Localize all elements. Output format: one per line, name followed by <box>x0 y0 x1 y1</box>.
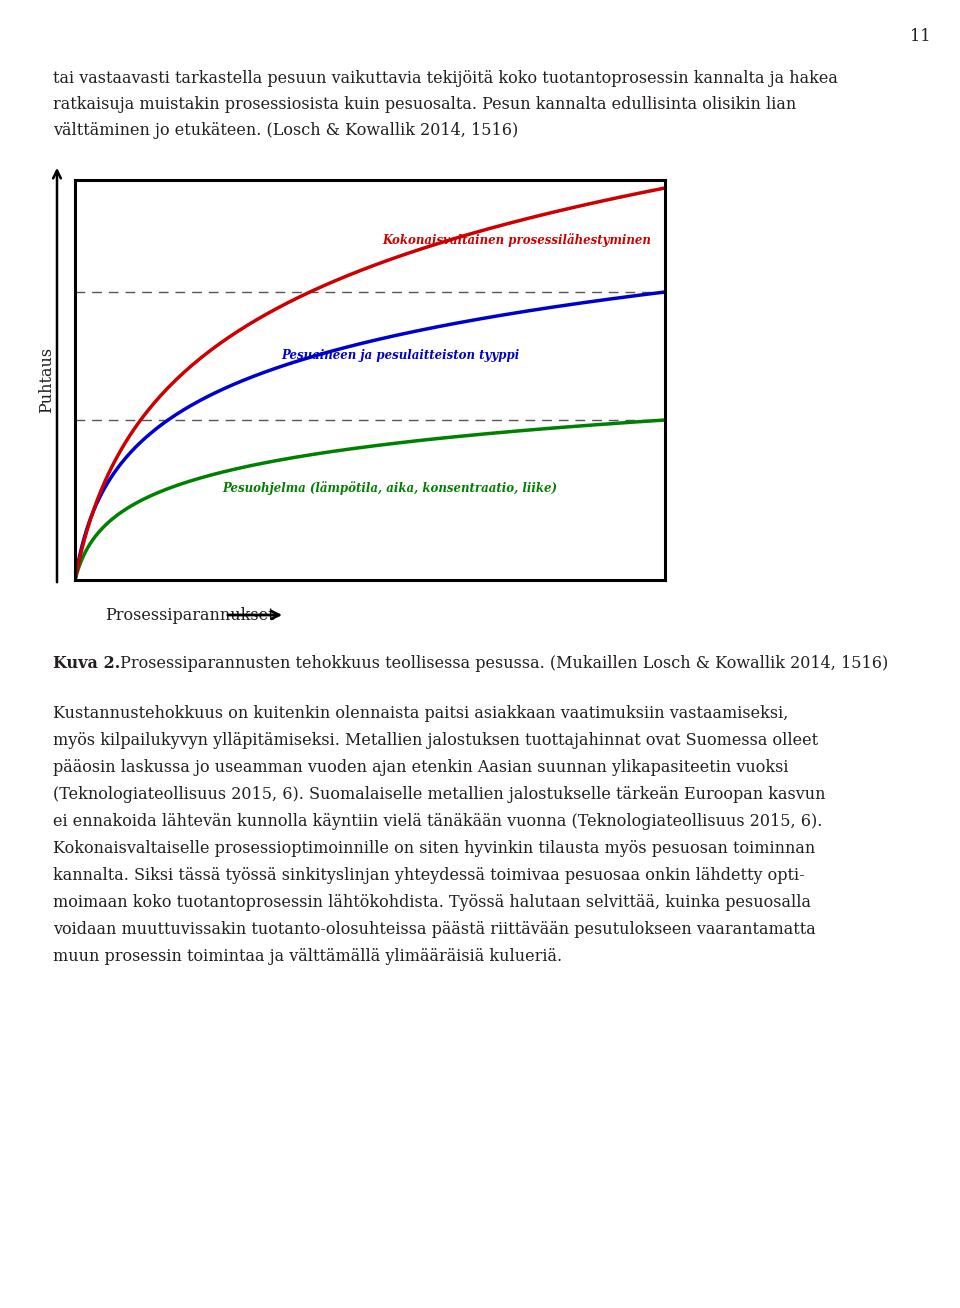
Text: Pesuaineen ja pesulaitteiston tyyppi: Pesuaineen ja pesulaitteiston tyyppi <box>281 349 519 362</box>
Text: pääosin laskussa jo useamman vuoden ajan etenkin Aasian suunnan ylikapasiteetin : pääosin laskussa jo useamman vuoden ajan… <box>53 759 788 776</box>
Text: Kokonaisvaltainen prosessilähestyminen: Kokonaisvaltainen prosessilähestyminen <box>382 233 651 247</box>
Text: Kustannustehokkuus on kuitenkin olennaista paitsi asiakkaan vaatimuksiin vastaam: Kustannustehokkuus on kuitenkin olennais… <box>53 705 788 722</box>
Text: ei ennakoida lähtevän kunnolla käyntiin vielä tänäkään vuonna (Teknologiateollis: ei ennakoida lähtevän kunnolla käyntiin … <box>53 814 822 831</box>
Text: kannalta. Siksi tässä työssä sinkityslinjan yhteydessä toimivaa pesuosaa onkin l: kannalta. Siksi tässä työssä sinkityslin… <box>53 867 804 884</box>
Text: voidaan muuttuvissakin tuotanto-olosuhteissa päästä riittävään pesutulokseen vaa: voidaan muuttuvissakin tuotanto-olosuhte… <box>53 921 816 938</box>
Text: moimaan koko tuotantoprosessin lähtökohdista. Työssä halutaan selvittää, kuinka : moimaan koko tuotantoprosessin lähtökohd… <box>53 893 811 910</box>
Text: muun prosessin toimintaa ja välttämällä ylimääräisiä kulueriä.: muun prosessin toimintaa ja välttämällä … <box>53 948 562 965</box>
Text: Kokonaisvaltaiselle prosessioptimoinnille on siten hyvinkin tilausta myös pesuos: Kokonaisvaltaiselle prosessioptimoinnill… <box>53 840 815 857</box>
Text: 11: 11 <box>910 27 930 44</box>
Text: Kuva 2.: Kuva 2. <box>53 655 120 672</box>
Text: myös kilpailukyvyn ylläpitämiseksi. Metallien jalostuksen tuottajahinnat ovat Su: myös kilpailukyvyn ylläpitämiseksi. Meta… <box>53 732 818 749</box>
Text: Prosessiparannusten tehokkuus teollisessa pesussa. (Mukaillen Losch & Kowallik 2: Prosessiparannusten tehokkuus teollisess… <box>115 655 888 672</box>
Text: Pesuohjelma (lämpötila, aika, konsentraatio, liike): Pesuohjelma (lämpötila, aika, konsentraa… <box>223 481 558 494</box>
Text: (Teknologiateollisuus 2015, 6). Suomalaiselle metallien jalostukselle tärkeän Eu: (Teknologiateollisuus 2015, 6). Suomalai… <box>53 786 826 803</box>
Text: ratkaisuja muistakin prosessiosista kuin pesuosalta. Pesun kannalta edullisinta : ratkaisuja muistakin prosessiosista kuin… <box>53 95 796 112</box>
Text: Prosessiparannukset: Prosessiparannukset <box>105 607 275 624</box>
Text: välttäminen jo etukäteen. (Losch & Kowallik 2014, 1516): välttäminen jo etukäteen. (Losch & Kowal… <box>53 122 518 139</box>
Text: Puhtaus: Puhtaus <box>38 347 56 413</box>
Text: tai vastaavasti tarkastella pesuun vaikuttavia tekijöitä koko tuotantoprosessin : tai vastaavasti tarkastella pesuun vaiku… <box>53 71 838 88</box>
